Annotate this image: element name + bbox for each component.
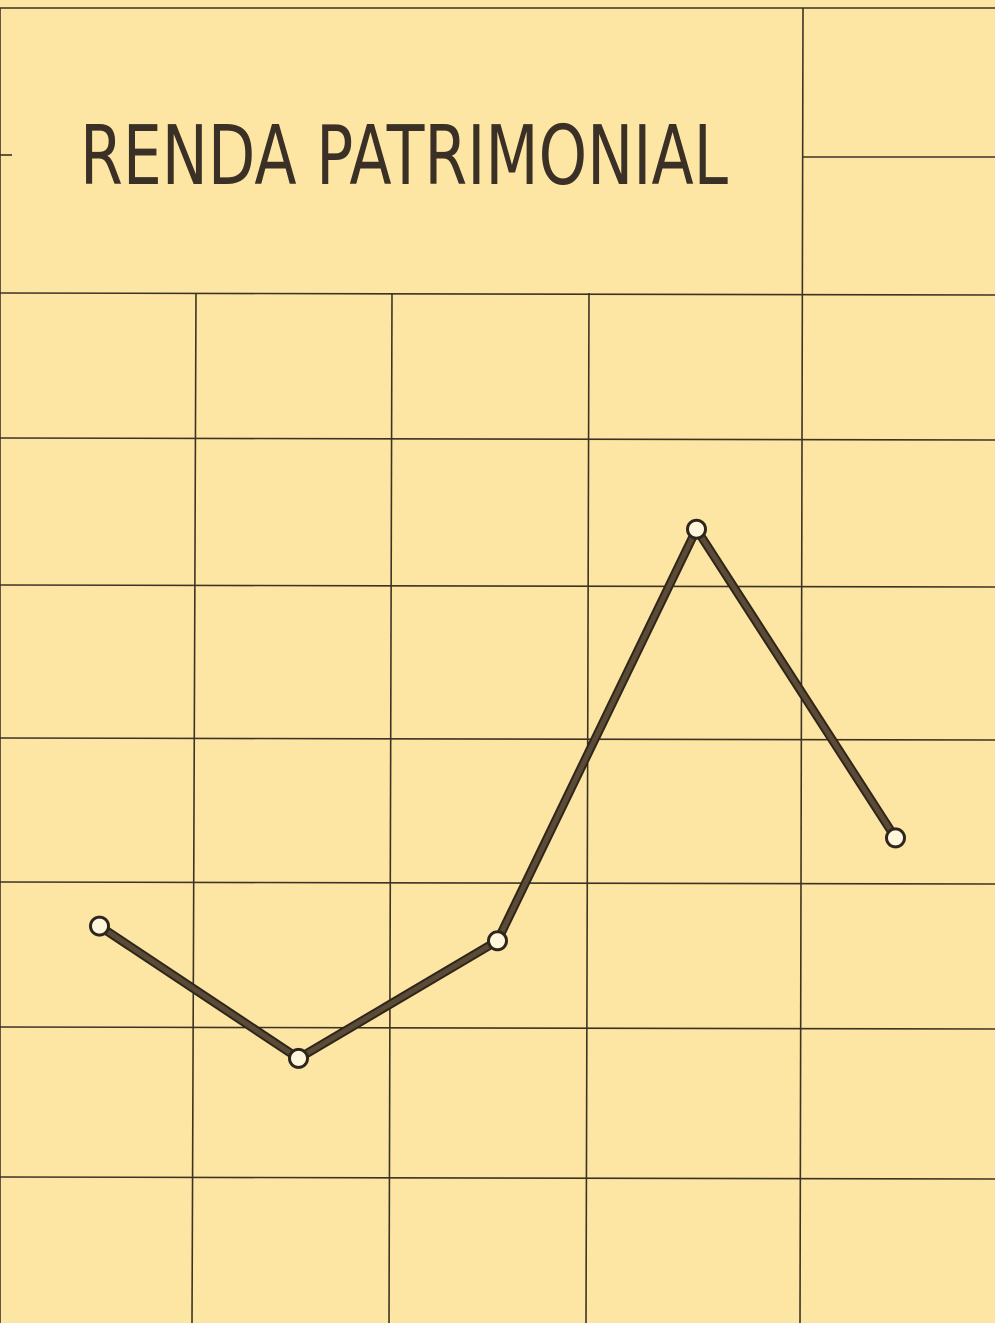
data-point bbox=[89, 915, 110, 937]
frame-line bbox=[799, 7, 804, 1323]
grid-line bbox=[0, 292, 995, 296]
grid-line bbox=[585, 292, 590, 1323]
grid-line bbox=[0, 1026, 995, 1030]
grid-line bbox=[0, 1176, 995, 1180]
grid-line bbox=[191, 292, 197, 1323]
grid-line bbox=[0, 437, 995, 441]
grid bbox=[0, 7, 995, 1323]
grid-line bbox=[0, 584, 995, 588]
data-point bbox=[686, 518, 707, 540]
data-point bbox=[885, 827, 906, 849]
grid-line bbox=[0, 881, 995, 885]
data-point bbox=[487, 930, 508, 952]
data-point bbox=[288, 1047, 309, 1069]
grid-line bbox=[388, 292, 393, 1323]
chart-title: RENDA PATRIMONIAL bbox=[80, 109, 728, 204]
